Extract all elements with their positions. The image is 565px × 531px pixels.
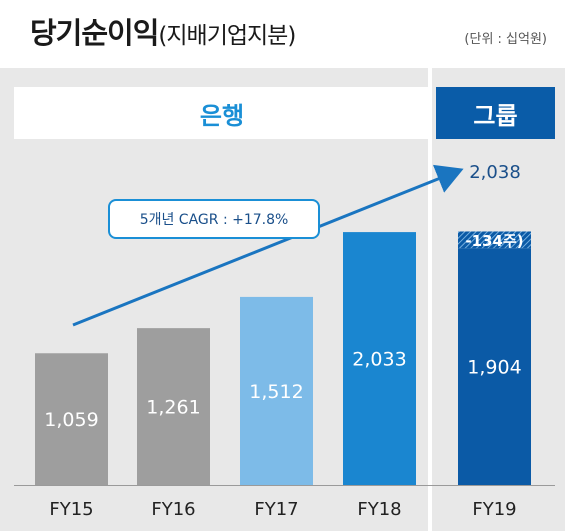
value-label-fy19: 1,904 — [467, 357, 521, 379]
growth-arrow — [72, 164, 464, 327]
bar-fy19 — [458, 248, 531, 485]
value-label-fy18: 2,033 — [352, 349, 406, 371]
group-segment-header: 그룹 — [436, 87, 555, 139]
x-tick-fy15: FY15 — [49, 499, 93, 520]
value-label-fy16: 1,261 — [146, 397, 200, 419]
adjustment-label: -134주) — [465, 232, 523, 250]
title-subtitle: (지배기업지분) — [158, 23, 296, 49]
cagr-callout: 5개년 CAGR : +17.8% — [108, 199, 320, 239]
x-tick-fy18: FY18 — [357, 499, 401, 520]
bank-segment-header: 은행 — [14, 87, 430, 139]
value-label-group: 1,059 1,261 1,512 2,033 1,904 -134주) — [44, 232, 523, 431]
x-tick-fy16: FY16 — [151, 499, 195, 520]
group-total-label: 2,038 — [469, 162, 521, 183]
value-label-fy17: 1,512 — [249, 381, 303, 403]
x-tick-fy17: FY17 — [254, 499, 298, 520]
value-label-fy15: 1,059 — [44, 409, 98, 431]
x-axis-line — [14, 485, 555, 486]
x-tick-fy19: FY19 — [472, 499, 516, 520]
bar-group — [35, 231, 531, 485]
bar-fy15 — [35, 353, 108, 485]
bar-fy17 — [240, 296, 313, 485]
unit-label: (단위 : 십억원) — [464, 32, 547, 47]
header: 당기순이익(지배기업지분) (단위 : 십억원) — [0, 0, 565, 68]
bar-fy18 — [343, 232, 416, 485]
bar-fy16 — [137, 328, 210, 485]
title-text: 당기순이익 — [30, 16, 159, 50]
bar-fy19-adjustment — [458, 231, 531, 249]
page-title: 당기순이익(지배기업지분) — [30, 10, 296, 52]
x-tick-group: FY15 FY16 FY17 FY18 FY19 — [49, 499, 516, 520]
